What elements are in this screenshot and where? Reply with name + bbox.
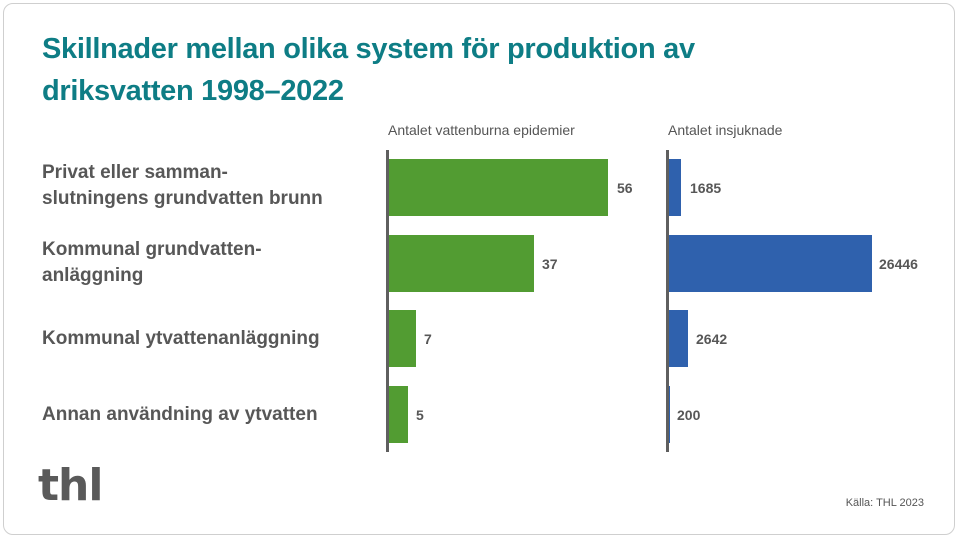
- epidemics-bar-other-surface: [389, 386, 408, 443]
- epidemics-bar-municipal-groundwater: [389, 235, 534, 292]
- epidemics-value-municipal-groundwater: 37: [542, 256, 558, 272]
- sick-bar-municipal-groundwater: [669, 235, 872, 292]
- epidemics-bar-municipal-surface: [389, 310, 416, 367]
- header-sick: Antalet insjuknade: [668, 122, 783, 138]
- category-label-other-surface: Annan användning av ytvatten: [42, 404, 318, 425]
- header-epidemics: Antalet vattenburna epidemier: [388, 122, 575, 138]
- sick-axis: [666, 150, 669, 452]
- epidemics-value-other-surface: 5: [416, 407, 424, 423]
- sick-value-private-well: 1685: [690, 180, 722, 196]
- category-label-municipal-surface: Kommunal ytvattenanläggning: [42, 328, 320, 349]
- sick-value-other-surface: 200: [677, 407, 701, 423]
- sick-bar-other-surface: [669, 386, 670, 443]
- sick-value-municipal-surface: 2642: [696, 331, 728, 347]
- epidemics-value-private-well: 56: [617, 180, 633, 196]
- sick-value-municipal-groundwater: 26446: [879, 256, 918, 272]
- sick-bar-private-well: [669, 159, 681, 216]
- epidemics-value-municipal-surface: 7: [424, 331, 432, 347]
- epidemics-axis: [386, 150, 389, 452]
- title-line-1: Skillnader mellan olika system för produ…: [42, 33, 695, 65]
- category-label-private-well: Privat eller samman- slutningens grundva…: [42, 162, 323, 209]
- title-line-2: driksvatten 1998–2022: [42, 75, 344, 107]
- epidemics-bar-private-well: [389, 159, 608, 216]
- chart-title: Skillnader mellan olika system för produ…: [42, 28, 862, 112]
- thl-logo: thl: [38, 460, 103, 511]
- sick-bar-municipal-surface: [669, 310, 688, 367]
- category-label-municipal-groundwater: Kommunal grundvatten- anläggning: [42, 239, 262, 286]
- source-note: Källa: THL 2023: [845, 497, 924, 509]
